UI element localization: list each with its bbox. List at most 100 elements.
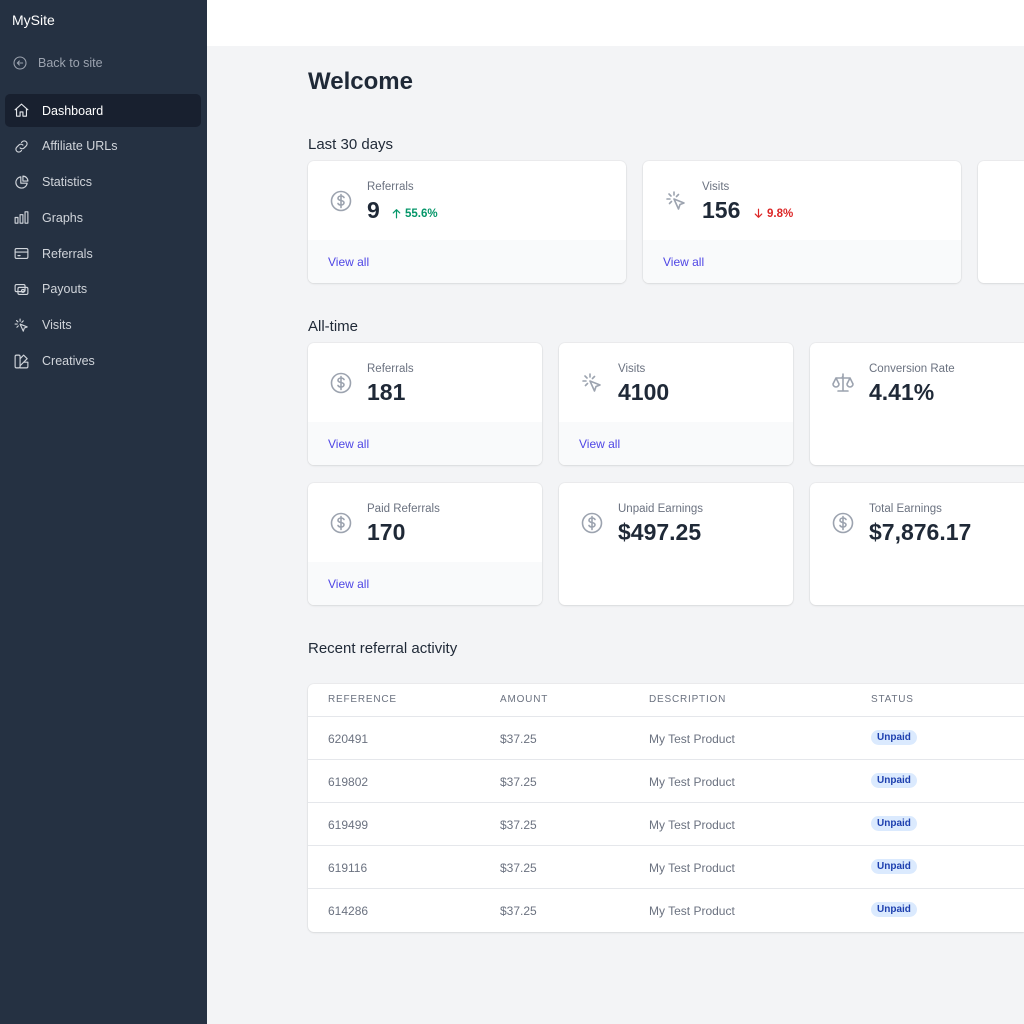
color-swatch-icon: [14, 354, 29, 369]
sidebar-item-label: Payouts: [42, 282, 88, 297]
card-footer: View all: [559, 422, 793, 465]
stat-card-conversion-rate: Conversion Rate 4.41%: [810, 343, 1024, 465]
stat-value: 181: [367, 379, 406, 405]
sidebar-item-label: Statistics: [42, 175, 93, 190]
back-to-site-label: Back to site: [38, 56, 103, 70]
cursor-click-icon: [666, 191, 685, 210]
cell-amount: $37.25: [500, 861, 537, 875]
dollar-circle-icon: [581, 512, 603, 534]
cash-icon: [14, 283, 29, 296]
top-bar: [207, 0, 1024, 46]
status-badge: Unpaid: [871, 816, 917, 831]
sidebar-item-statistics[interactable]: Statistics: [5, 166, 201, 199]
view-all-link[interactable]: View all: [328, 437, 370, 451]
arrow-down-icon: [754, 208, 763, 218]
cell-amount: $37.25: [500, 818, 537, 832]
sidebar-item-graphs[interactable]: Graphs: [5, 201, 201, 234]
sidebar-item-affiliate-urls[interactable]: Affiliate URLs: [5, 130, 201, 163]
table-row: 620491 $37.25 My Test Product Unpaid: [308, 716, 1024, 759]
status-badge: Unpaid: [871, 730, 917, 745]
stat-value: 4.41%: [869, 379, 935, 405]
stat-change-value: 9.8%: [767, 207, 794, 220]
sidebar-item-label: Affiliate URLs: [42, 139, 118, 154]
cell-description: My Test Product: [649, 904, 735, 918]
cell-reference: 620491: [328, 732, 369, 746]
stat-card-visits-all: Visits 4100 View all: [559, 343, 793, 465]
stat-value: 170: [367, 519, 406, 545]
stat-change: 9.8%: [752, 207, 793, 220]
page-title: Welcome: [308, 68, 413, 95]
view-all-link[interactable]: View all: [579, 437, 621, 451]
cell-reference: 619802: [328, 775, 369, 789]
column-header-status: STATUS: [871, 694, 914, 705]
sidebar-item-creatives[interactable]: Creatives: [5, 345, 201, 378]
stat-label: Paid Referrals: [367, 503, 440, 515]
sidebar-item-label: Dashboard: [42, 103, 104, 118]
sidebar-item-payouts[interactable]: Payouts: [5, 273, 201, 306]
stat-card-unpaid-earnings: Unpaid Earnings $497.25: [559, 483, 793, 605]
home-icon: [14, 103, 29, 117]
sidebar-item-referrals[interactable]: Referrals: [5, 237, 201, 270]
table-row: 614286 $37.25 My Test Product Unpaid: [308, 888, 1024, 932]
sidebar-nav: Dashboard Affiliate URLs Statistics Grap…: [5, 94, 201, 380]
column-header-description: DESCRIPTION: [649, 694, 727, 705]
stat-card-referrals-all: Referrals 181 View all: [308, 343, 542, 465]
back-to-site-link[interactable]: Back to site: [12, 55, 103, 71]
card-footer: View all: [643, 240, 961, 283]
referrals-table: REFERENCE AMOUNT DESCRIPTION STATUS 6204…: [308, 684, 1024, 932]
cursor-click-icon: [582, 373, 601, 392]
section-title-recent-activity: Recent referral activity: [308, 640, 458, 657]
cell-description: My Test Product: [649, 775, 735, 789]
sidebar-item-label: Graphs: [42, 210, 83, 225]
status-badge: Unpaid: [871, 773, 917, 788]
stat-label: Conversion Rate: [869, 363, 955, 375]
view-all-link[interactable]: View all: [663, 255, 705, 269]
stat-card-partial: [978, 161, 1024, 283]
status-badge: Unpaid: [871, 859, 917, 874]
site-brand[interactable]: MySite: [12, 12, 55, 28]
cell-reference: 619116: [328, 861, 368, 875]
stat-value: $7,876.17: [869, 519, 972, 545]
bar-chart-icon: [14, 211, 29, 225]
sidebar-item-label: Referrals: [42, 246, 93, 261]
cell-reference: 614286: [328, 904, 369, 918]
cell-amount: $37.25: [500, 904, 537, 918]
table-row: 619802 $37.25 My Test Product Unpaid: [308, 759, 1024, 802]
dollar-circle-icon: [330, 190, 352, 212]
cell-amount: $37.25: [500, 732, 537, 746]
status-badge: Unpaid: [871, 902, 917, 917]
stat-change: 55.6%: [390, 207, 438, 220]
table-header: REFERENCE AMOUNT DESCRIPTION STATUS: [308, 684, 1024, 716]
stat-card-visits-30d: Visits 156 9.8% View all: [643, 161, 961, 283]
stat-label: Referrals: [367, 181, 414, 193]
sidebar-item-visits[interactable]: Visits: [5, 309, 201, 342]
view-all-link[interactable]: View all: [328, 255, 370, 269]
view-all-link[interactable]: View all: [328, 577, 370, 591]
stat-label: Visits: [702, 181, 730, 193]
dollar-circle-icon: [330, 372, 352, 394]
scale-icon: [832, 373, 854, 392]
sidebar-item-label: Creatives: [42, 354, 95, 369]
sidebar: MySite Back to site Dashboard Affiliate …: [0, 0, 207, 1024]
cursor-click-icon: [14, 318, 28, 332]
table-row: 619499 $37.25 My Test Product Unpaid: [308, 802, 1024, 845]
sidebar-item-label: Visits: [42, 318, 72, 333]
stat-label: Unpaid Earnings: [618, 503, 704, 515]
column-header-reference: REFERENCE: [328, 694, 397, 705]
stat-value: 156: [702, 197, 741, 223]
stat-label: Total Earnings: [869, 503, 942, 515]
cell-description: My Test Product: [649, 732, 735, 746]
credit-card-icon: [14, 248, 29, 260]
dollar-circle-icon: [832, 512, 854, 534]
section-title-last-30-days: Last 30 days: [308, 136, 394, 153]
cell-description: My Test Product: [649, 861, 735, 875]
stat-card-referrals-30d: Referrals 9 55.6% View all: [308, 161, 626, 283]
table-row: 619116 $37.25 My Test Product Unpaid: [308, 845, 1024, 888]
card-footer: View all: [308, 562, 542, 605]
sidebar-item-dashboard[interactable]: Dashboard: [5, 94, 201, 127]
section-title-all-time: All-time: [308, 318, 359, 335]
stat-value: 4100: [618, 379, 670, 405]
stat-card-total-earnings: Total Earnings $7,876.17: [810, 483, 1024, 605]
cell-reference: 619499: [328, 818, 369, 832]
dollar-circle-icon: [330, 512, 352, 534]
